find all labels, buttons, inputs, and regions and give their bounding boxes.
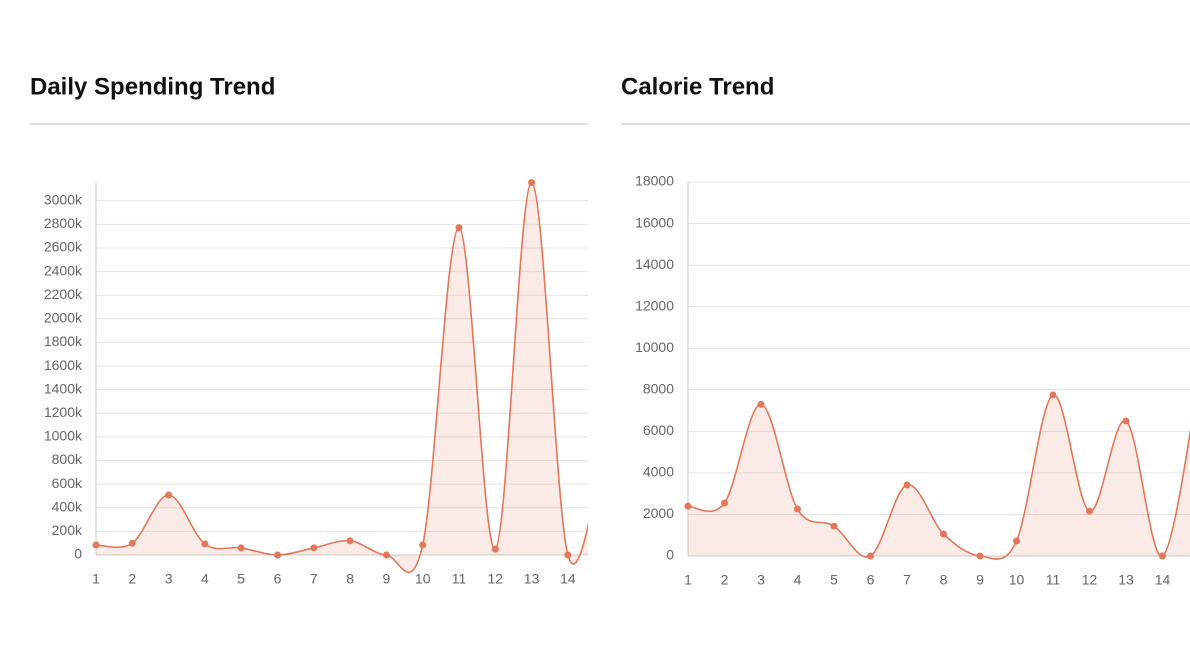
point bbox=[867, 552, 874, 560]
area bbox=[688, 394, 1190, 560]
x-tick-label: 10 bbox=[1009, 572, 1025, 588]
line bbox=[687, 394, 1190, 560]
point bbox=[1159, 552, 1166, 560]
point bbox=[1122, 417, 1130, 425]
y-tick-label: 8000 bbox=[643, 380, 674, 396]
point bbox=[455, 224, 463, 232]
y-tick-label: 10000 bbox=[635, 339, 674, 355]
point bbox=[274, 551, 281, 559]
point bbox=[528, 179, 536, 187]
point bbox=[940, 530, 947, 538]
point bbox=[684, 502, 692, 510]
y-tick-label: 3000k bbox=[44, 191, 83, 207]
x-tick-label: 2 bbox=[128, 571, 136, 587]
y-tick-label: 1200k bbox=[44, 404, 83, 420]
y-tick-label: 2200k bbox=[44, 286, 83, 302]
chart-title: Daily Spending Trend bbox=[30, 73, 275, 100]
point bbox=[310, 544, 318, 552]
x-tick-label: 12 bbox=[1082, 572, 1098, 588]
y-tick-label: 18000 bbox=[635, 173, 674, 189]
plot-area bbox=[684, 391, 1190, 560]
y-tick-label: 0 bbox=[666, 547, 674, 563]
y-tick-label: 600k bbox=[52, 475, 83, 491]
x-tick-label: 9 bbox=[976, 572, 984, 588]
chart-title: Calorie Trend bbox=[621, 73, 774, 100]
y-tick-label: 2000k bbox=[44, 310, 83, 326]
point bbox=[92, 541, 100, 549]
x-tick-label: 11 bbox=[1046, 572, 1061, 588]
point bbox=[201, 540, 209, 548]
chart-panel: Calorie Trend 0 2000 4000 6000 8000 10000 12000… bbox=[621, 73, 1190, 588]
point bbox=[903, 481, 911, 489]
x-tick-label: 3 bbox=[165, 571, 173, 587]
point bbox=[382, 551, 390, 559]
point bbox=[757, 400, 765, 408]
point bbox=[128, 539, 136, 547]
point bbox=[721, 499, 728, 507]
point bbox=[1049, 391, 1057, 399]
point bbox=[794, 505, 801, 513]
y-tick-label: 2000 bbox=[643, 505, 674, 521]
point bbox=[419, 541, 427, 549]
y-tick-label: 2600k bbox=[44, 239, 83, 255]
x-tick-label: 10 bbox=[415, 571, 431, 587]
y-tick-label: 400k bbox=[52, 498, 83, 514]
x-tick-label: 5 bbox=[237, 571, 245, 587]
x-tick-label: 14 bbox=[1155, 572, 1171, 588]
point bbox=[491, 545, 499, 553]
y-tick-label: 1400k bbox=[44, 380, 83, 396]
point bbox=[346, 537, 354, 545]
x-tick-label: 4 bbox=[794, 572, 802, 588]
point bbox=[1013, 537, 1020, 545]
x-tick-label: 8 bbox=[940, 572, 948, 588]
point bbox=[1086, 507, 1093, 515]
x-tick-label: 4 bbox=[201, 571, 209, 587]
x-tick-label: 1 bbox=[92, 571, 100, 587]
x-tick-label: 5 bbox=[830, 572, 838, 588]
x-tick-label: 7 bbox=[903, 572, 911, 588]
x-tick-label: 13 bbox=[1118, 572, 1134, 588]
y-tick-label: 16000 bbox=[635, 214, 674, 230]
y-tick-label: 1800k bbox=[44, 333, 83, 349]
x-tick-label: 6 bbox=[274, 571, 282, 587]
y-tick-label: 4000 bbox=[643, 464, 674, 480]
x-tick-label: 12 bbox=[488, 571, 504, 587]
point bbox=[237, 544, 245, 552]
y-tick-label: 12000 bbox=[635, 297, 674, 313]
x-tick-label: 13 bbox=[524, 571, 540, 587]
point bbox=[564, 551, 572, 559]
y-tick-label: 2400k bbox=[44, 262, 83, 278]
y-tick-label: 1000k bbox=[44, 428, 83, 444]
y-tick-label: 6000 bbox=[643, 422, 674, 438]
chart-panel: Daily Spending Trend 0 200k 400k 600k 800k 100… bbox=[30, 73, 608, 587]
y-tick-label: 200k bbox=[52, 522, 83, 538]
plot-area bbox=[92, 179, 608, 574]
y-tick-label: 14000 bbox=[635, 256, 674, 272]
x-tick-label: 2 bbox=[721, 572, 729, 588]
point bbox=[601, 445, 608, 452]
point bbox=[830, 522, 838, 530]
x-tick-label: 1 bbox=[684, 572, 692, 588]
x-tick-label: 8 bbox=[346, 571, 354, 587]
x-tick-label: 9 bbox=[383, 571, 391, 587]
x-tick-label: 14 bbox=[560, 571, 576, 587]
point bbox=[165, 491, 173, 499]
x-tick-label: 7 bbox=[310, 571, 318, 587]
x-tick-label: 11 bbox=[452, 571, 467, 587]
y-tick-label: 800k bbox=[52, 451, 83, 467]
point bbox=[976, 552, 984, 560]
y-tick-label: 1600k bbox=[44, 357, 83, 373]
x-tick-label: 6 bbox=[867, 572, 875, 588]
area bbox=[96, 182, 588, 573]
x-tick-label: 3 bbox=[757, 572, 765, 588]
y-tick-label: 0 bbox=[74, 546, 82, 562]
y-tick-label: 2800k bbox=[44, 215, 83, 231]
